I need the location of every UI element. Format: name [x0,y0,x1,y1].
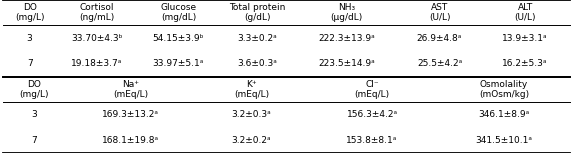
Text: K⁺
(mEq/L): K⁺ (mEq/L) [234,80,269,99]
Text: 3.3±0.2ᵃ: 3.3±0.2ᵃ [237,34,277,43]
Text: 222.3±13.9ᵃ: 222.3±13.9ᵃ [319,34,375,43]
Text: 169.3±13.2ᵃ: 169.3±13.2ᵃ [102,110,159,119]
Text: 33.97±5.1ᵃ: 33.97±5.1ᵃ [153,59,204,68]
Text: DO
(mg/L): DO (mg/L) [15,3,44,22]
Text: 33.70±4.3ᵇ: 33.70±4.3ᵇ [71,34,123,43]
Text: 25.5±4.2ᵃ: 25.5±4.2ᵃ [417,59,462,68]
Text: 168.1±19.8ᵃ: 168.1±19.8ᵃ [102,136,159,145]
Text: Total protein
(g/dL): Total protein (g/dL) [229,3,285,22]
Text: 7: 7 [31,136,37,145]
Text: Na⁺
(mEq/L): Na⁺ (mEq/L) [113,80,148,99]
Text: 156.3±4.2ᵃ: 156.3±4.2ᵃ [347,110,398,119]
Text: 3: 3 [27,34,33,43]
Text: 26.9±4.8ᵃ: 26.9±4.8ᵃ [417,34,462,43]
Text: 153.8±8.1ᵃ: 153.8±8.1ᵃ [347,136,398,145]
Text: 346.1±8.9ᵃ: 346.1±8.9ᵃ [478,110,529,119]
Text: Glucose
(mg/dL): Glucose (mg/dL) [160,3,197,22]
Text: 3.6±0.3ᵃ: 3.6±0.3ᵃ [237,59,277,68]
Text: 16.2±5.3ᵃ: 16.2±5.3ᵃ [503,59,548,68]
Text: 54.15±3.9ᵇ: 54.15±3.9ᵇ [152,34,204,43]
Text: 7: 7 [27,59,33,68]
Text: DO
(mg/L): DO (mg/L) [19,80,49,99]
Text: AST
(U/L): AST (U/L) [429,3,450,22]
Text: 223.5±14.9ᵃ: 223.5±14.9ᵃ [319,59,375,68]
Text: 13.9±3.1ᵃ: 13.9±3.1ᵃ [503,34,548,43]
Text: 3.2±0.3ᵃ: 3.2±0.3ᵃ [231,110,271,119]
Text: 341.5±10.1ᵃ: 341.5±10.1ᵃ [476,136,532,145]
Text: 19.18±3.7ᵃ: 19.18±3.7ᵃ [71,59,123,68]
Text: Osmolality
(mOsm/kg): Osmolality (mOsm/kg) [479,80,529,99]
Text: 3.2±0.2ᵃ: 3.2±0.2ᵃ [231,136,271,145]
Text: NH₃
(μg/dL): NH₃ (μg/dL) [331,3,363,22]
Text: 3: 3 [31,110,37,119]
Text: Cl⁻
(mEq/L): Cl⁻ (mEq/L) [355,80,390,99]
Text: Cortisol
(ng/mL): Cortisol (ng/mL) [79,3,115,22]
Text: ALT
(U/L): ALT (U/L) [515,3,536,22]
